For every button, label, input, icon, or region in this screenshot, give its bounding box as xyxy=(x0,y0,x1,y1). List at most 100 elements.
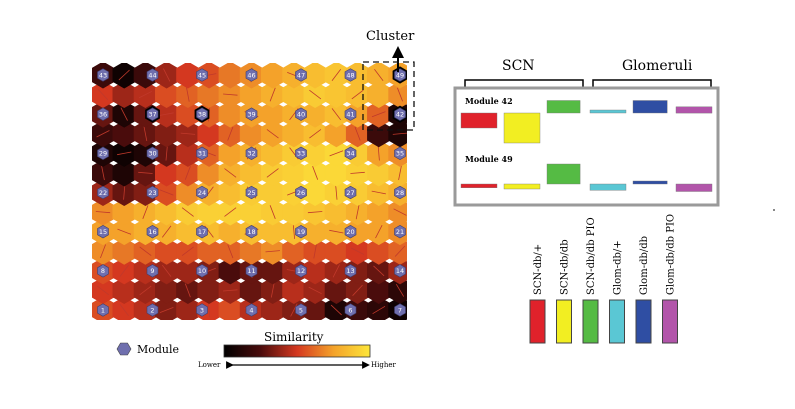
similarity-stroke xyxy=(224,168,237,178)
module-node-label: 21 xyxy=(396,228,404,236)
similarity-stroke xyxy=(96,285,110,296)
glomeruli-bracket xyxy=(592,79,712,90)
module-node-25: 25 xyxy=(245,185,258,200)
similarity-stroke xyxy=(184,166,191,180)
similarity-higher-label: Higher xyxy=(371,361,396,369)
module-node-26: 26 xyxy=(295,185,307,200)
similarity-stroke xyxy=(375,225,383,239)
module-hexagon-icon xyxy=(116,342,132,356)
module-node-21: 21 xyxy=(394,225,406,239)
module-node-27: 27 xyxy=(344,185,357,200)
similarity-hexagon xyxy=(218,63,242,89)
module-node-35: 35 xyxy=(394,146,406,160)
similarity-stroke xyxy=(118,69,130,81)
module-hexagon xyxy=(97,146,109,160)
similarity-stroke xyxy=(352,284,363,296)
module-node-label: 22 xyxy=(99,189,107,197)
module-hexagon xyxy=(394,225,406,239)
module-node-33: 33 xyxy=(295,146,307,160)
module-hexagon xyxy=(394,107,406,121)
module-node-label: 38 xyxy=(198,110,206,118)
similarity-stroke xyxy=(269,205,276,219)
module-profile-panel xyxy=(453,86,720,207)
module-legend-label: Module xyxy=(137,343,179,356)
module-node-label: 28 xyxy=(396,189,404,197)
module-hexagon xyxy=(394,146,406,160)
similarity-stroke xyxy=(139,285,152,296)
similarity-stroke xyxy=(329,150,344,157)
module-node-47: 47 xyxy=(295,68,307,82)
module-node-20: 20 xyxy=(344,225,357,239)
similarity-stroke xyxy=(184,283,191,298)
similarity-stroke xyxy=(393,208,407,216)
similarity-stroke xyxy=(290,303,298,317)
similarity-stroke xyxy=(227,126,234,141)
similarity-colorbar xyxy=(223,344,371,358)
module-hexagon xyxy=(344,264,357,278)
module-node-45: 45 xyxy=(196,68,208,82)
condition-name: Glom-db/+ xyxy=(613,240,624,295)
module-node-14: 14 xyxy=(394,264,406,278)
module-node-40: 40 xyxy=(295,107,307,121)
module-node-11: 11 xyxy=(245,264,258,278)
module-a-bars xyxy=(460,100,713,144)
condition-name: Glom-db/db xyxy=(639,236,650,295)
similarity-stroke xyxy=(163,68,171,82)
module-node-label: 39 xyxy=(247,110,255,118)
similarity-hexagon xyxy=(303,63,327,89)
condition-legend-item: Glom-db/db PIO xyxy=(662,214,678,344)
condition-legend-item: SCN-db/db PIO xyxy=(582,217,599,344)
similarity-stroke xyxy=(138,90,153,99)
similarity-stroke xyxy=(397,87,403,102)
similarity-stroke xyxy=(335,185,338,200)
module-node-label: 45 xyxy=(198,71,206,79)
similarity-stroke xyxy=(265,250,280,253)
module-node-label: 27 xyxy=(346,189,354,197)
module-node-38: 38 xyxy=(194,105,210,123)
module-hexagon xyxy=(295,146,307,160)
profile-bar xyxy=(675,106,713,114)
similarity-stroke xyxy=(101,165,105,181)
module-hexagon xyxy=(196,185,208,200)
similarity-hexagon xyxy=(176,63,200,89)
module-hexagon xyxy=(196,146,208,160)
module-node-34: 34 xyxy=(344,146,357,160)
module-hexagon xyxy=(196,68,208,82)
condition-swatch xyxy=(609,299,625,344)
profile-bar xyxy=(460,112,498,129)
module-node-label: 20 xyxy=(346,228,354,236)
similarity-lower-label: Lower xyxy=(198,361,221,369)
group-headers: SCN Glomeruli xyxy=(464,58,712,90)
similarity-stroke xyxy=(373,265,385,277)
similarity-stroke xyxy=(377,146,380,161)
similarity-stroke xyxy=(165,146,168,161)
scn-header: SCN xyxy=(502,58,535,74)
similarity-stroke xyxy=(398,165,402,181)
module-node-label: 6 xyxy=(348,306,352,314)
module-node-label: 46 xyxy=(247,71,255,79)
similarity-stroke xyxy=(224,207,237,217)
similarity-stroke xyxy=(392,132,407,135)
similarity-stroke xyxy=(138,171,153,174)
module-node-4: 4 xyxy=(245,303,258,317)
module-node-label: 16 xyxy=(148,228,156,236)
condition-name: Glom-db/db PIO xyxy=(666,214,677,295)
module-node-label: 33 xyxy=(297,150,305,158)
module-node-18: 18 xyxy=(245,225,258,239)
module-node-7: 7 xyxy=(394,303,406,317)
module-node-label: 42 xyxy=(396,110,404,118)
module-hexagon xyxy=(344,146,357,160)
module-node-17: 17 xyxy=(196,225,208,239)
similarity-stroke xyxy=(309,129,322,139)
module-hexagon xyxy=(295,264,307,278)
similarity-stroke xyxy=(119,303,129,317)
module-hexagon xyxy=(196,107,208,121)
similarity-stroke xyxy=(120,107,128,121)
module-hexagon xyxy=(146,303,159,317)
module-node-label: 17 xyxy=(198,228,206,236)
profile-bar xyxy=(503,183,541,190)
module-hexagon xyxy=(295,185,307,200)
module-node-label: 7 xyxy=(398,306,402,314)
similarity-stroke xyxy=(395,283,405,297)
similarity-stroke xyxy=(331,108,342,121)
